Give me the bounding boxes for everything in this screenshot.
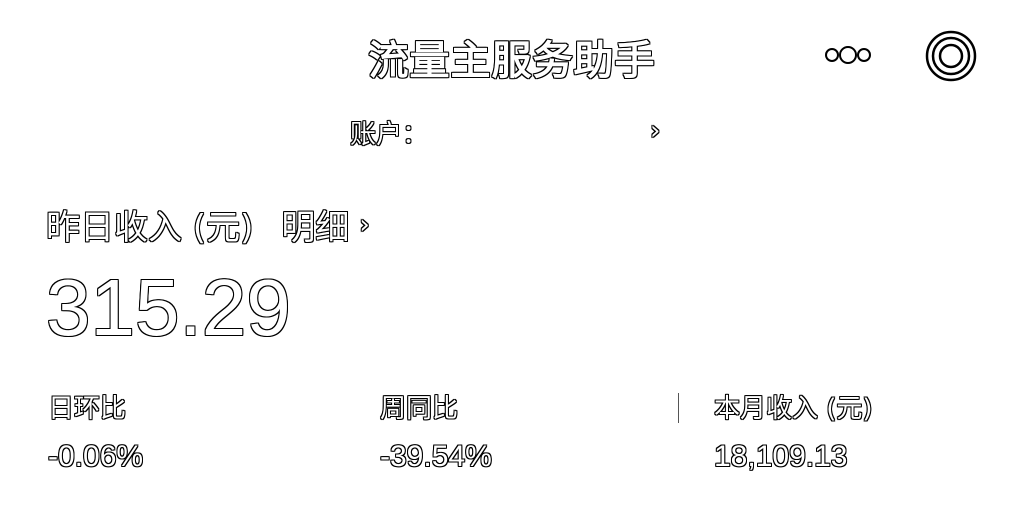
page-title: 流量主服务助手 [368,38,656,84]
income-header: 昨日收入 (元) 明细 › [46,200,370,249]
chevron-right-icon: › [650,116,661,146]
divider [678,393,679,423]
stat-value: -39.54% [380,440,492,473]
stat-value: -0.06% [48,440,144,473]
yesterday-income-value: 315.29 [46,263,291,352]
target-circle-icon [925,30,977,82]
detail-link[interactable]: 明细 › [281,200,369,249]
target-button[interactable] [923,28,979,84]
stat-week-over-week: 周同比 -39.54% [380,388,492,474]
more-dots-icon [825,46,871,64]
detail-label: 明细 [281,208,350,248]
stat-label: 日环比 [48,394,127,424]
account-label: 账户： [350,119,429,150]
stat-day-over-day: 日环比 -0.06% [48,388,143,474]
stat-label: 本月收入 (元) [714,394,873,424]
more-button[interactable] [820,38,876,72]
stat-value: 18,109.13 [714,440,848,473]
stat-label: 周同比 [380,394,459,424]
income-label: 昨日收入 (元) [46,208,254,248]
stat-month-income: 本月收入 (元) 18,109.13 [714,388,873,474]
account-selector[interactable]: 账户： › [350,112,660,152]
chevron-right-icon: › [359,209,370,240]
